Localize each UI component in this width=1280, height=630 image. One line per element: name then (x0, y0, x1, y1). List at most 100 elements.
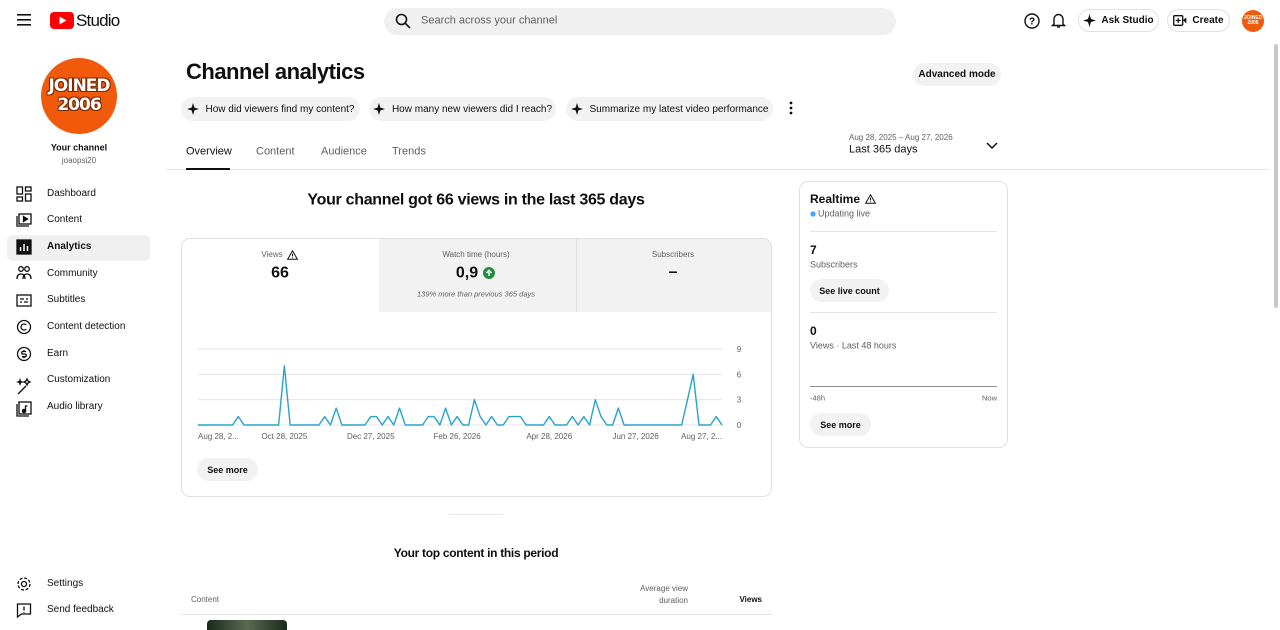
nav-item[interactable]: Content detection (47, 321, 126, 332)
section-divider (449, 514, 503, 515)
prompt-text: How many new viewers did I reach? (391, 103, 553, 115)
metric-label[interactable]: Views (261, 250, 283, 260)
scrollbar[interactable] (1274, 44, 1278, 308)
up-icon (483, 267, 495, 279)
nav-item[interactable]: Send feedback (47, 604, 114, 615)
create-label: Create (1192, 15, 1224, 26)
avatar-line2: 2006 (1247, 20, 1259, 26)
advanced-mode-label: Advanced mode (918, 69, 996, 80)
metric-divider (576, 239, 577, 312)
ask-studio-label: Ask Studio (1101, 15, 1154, 26)
nav-item[interactable]: Dashboard (47, 188, 96, 199)
table-header[interactable]: Average view duration (640, 584, 688, 605)
prompt-chip[interactable]: How many new viewers did I reach? (369, 97, 556, 121)
nav-item[interactable]: Customization (47, 374, 111, 385)
tab[interactable]: Audience (321, 145, 367, 158)
channel-handle: joaopsi20 (61, 156, 97, 166)
more-icon[interactable] (788, 101, 794, 115)
search-icon (395, 13, 411, 29)
video-thumbnail[interactable] (207, 620, 287, 630)
create-icon (1173, 15, 1187, 26)
create-button[interactable]: Create (1167, 9, 1230, 32)
realtime-end: Now (981, 393, 997, 403)
views-count: 0 (810, 323, 817, 338)
y-tick-label: 9 (737, 345, 742, 354)
x-tick-label: Feb 26, 2026 (434, 432, 482, 441)
metric-tab-bg (379, 239, 771, 312)
logo-icon[interactable] (50, 12, 74, 29)
prompt-chip[interactable]: How did viewers find my content? (181, 97, 360, 121)
live-dot (810, 211, 816, 217)
tab[interactable]: Trends (392, 145, 426, 158)
see-more-label: See more (207, 464, 248, 475)
prompt-text: How did viewers find my content? (205, 103, 355, 115)
chevron-icon[interactable] (986, 142, 998, 150)
table-header: Content (191, 595, 220, 605)
nav-item[interactable]: Community (47, 268, 98, 279)
nav-item[interactable]: Audio library (47, 401, 103, 412)
metric-label[interactable]: Watch time (hours) (442, 250, 510, 260)
x-tick-label: Apr 28, 2026 (526, 432, 572, 441)
nav-item[interactable]: Settings (47, 578, 84, 589)
live-status: Updating live (818, 208, 871, 219)
channel-avatar[interactable]: JOINED 2006 (41, 58, 117, 134)
page-title: Channel analytics (186, 58, 365, 84)
nav-item[interactable]: Content (47, 214, 83, 225)
search-box[interactable] (384, 8, 896, 35)
nav-item[interactable]: Subtitles (47, 294, 86, 305)
date-range: Aug 28, 2025 – Aug 27, 2026 (849, 133, 953, 143)
logo-text[interactable]: Studio (76, 10, 120, 30)
tabs-divider (166, 169, 1270, 170)
sparkle-icon (570, 103, 583, 115)
account-avatar[interactable]: JOINED 2006 (1242, 10, 1264, 32)
metric-label[interactable]: Subscribers (651, 250, 695, 260)
x-tick-label: Dec 27, 2025 (347, 432, 395, 441)
prompt-text: Summarize my latest video performance (589, 103, 769, 115)
table-divider (181, 614, 772, 615)
see-more-label: See more (820, 419, 861, 430)
period-label[interactable]: Last 365 days (849, 143, 918, 156)
warning-icon (865, 194, 876, 204)
top-content-title: Your top content in this period (393, 545, 559, 560)
svg-text:?: ? (1029, 17, 1035, 28)
summary: Your channel got 66 views in the last 36… (307, 191, 645, 209)
metric-note: 139% more than previous 365 days (417, 289, 535, 299)
metric-value: 66 (271, 264, 289, 282)
bell-icon[interactable] (1051, 12, 1066, 29)
views-line (198, 365, 723, 426)
realtime-divider (810, 312, 997, 313)
realtime-title: Realtime (810, 191, 861, 206)
sparkle-icon (186, 103, 199, 115)
avatar-line1: JOINED (48, 76, 110, 96)
warning-icon (287, 250, 298, 260)
realtime-card (799, 181, 1008, 448)
x-tick-label: Jun 27, 2026 (612, 432, 659, 441)
y-tick-label: 6 (737, 370, 742, 379)
help-icon[interactable]: ? (1024, 13, 1040, 29)
table-header[interactable]: Views (739, 595, 762, 605)
see-more-button[interactable]: See more (197, 458, 258, 481)
live-count-label: See live count (819, 285, 880, 296)
nav-item[interactable]: Analytics (47, 241, 92, 252)
nav-item[interactable]: Earn (47, 348, 69, 359)
avatar-line1: JOINED (1243, 14, 1263, 21)
subscriber-count: 7 (810, 242, 817, 257)
menu-icon[interactable] (17, 14, 31, 26)
prompt-chip[interactable]: Summarize my latest video performance (566, 97, 773, 121)
views-label: Views · Last 48 hours (810, 340, 897, 351)
x-tick-label: Aug 27, 2... (681, 432, 722, 441)
avatar-line2: 2006 (57, 95, 101, 115)
tab-underline (186, 168, 230, 170)
search-placeholder: Search across your channel (421, 14, 558, 27)
tab[interactable]: Content (256, 145, 295, 158)
ask-studio-button[interactable]: Ask Studio (1078, 9, 1159, 32)
metric-value: – (668, 263, 678, 281)
tab[interactable]: Overview (186, 145, 232, 158)
live-count-button[interactable]: See live count (810, 279, 889, 302)
realtime-see-more[interactable]: See more (810, 413, 871, 436)
sparkle-icon (372, 103, 385, 115)
realtime-baseline (810, 386, 997, 387)
channel-label: Your channel (50, 142, 108, 153)
advanced-mode-button[interactable]: Advanced mode (913, 63, 1001, 86)
realtime-start: -48h (810, 393, 826, 403)
